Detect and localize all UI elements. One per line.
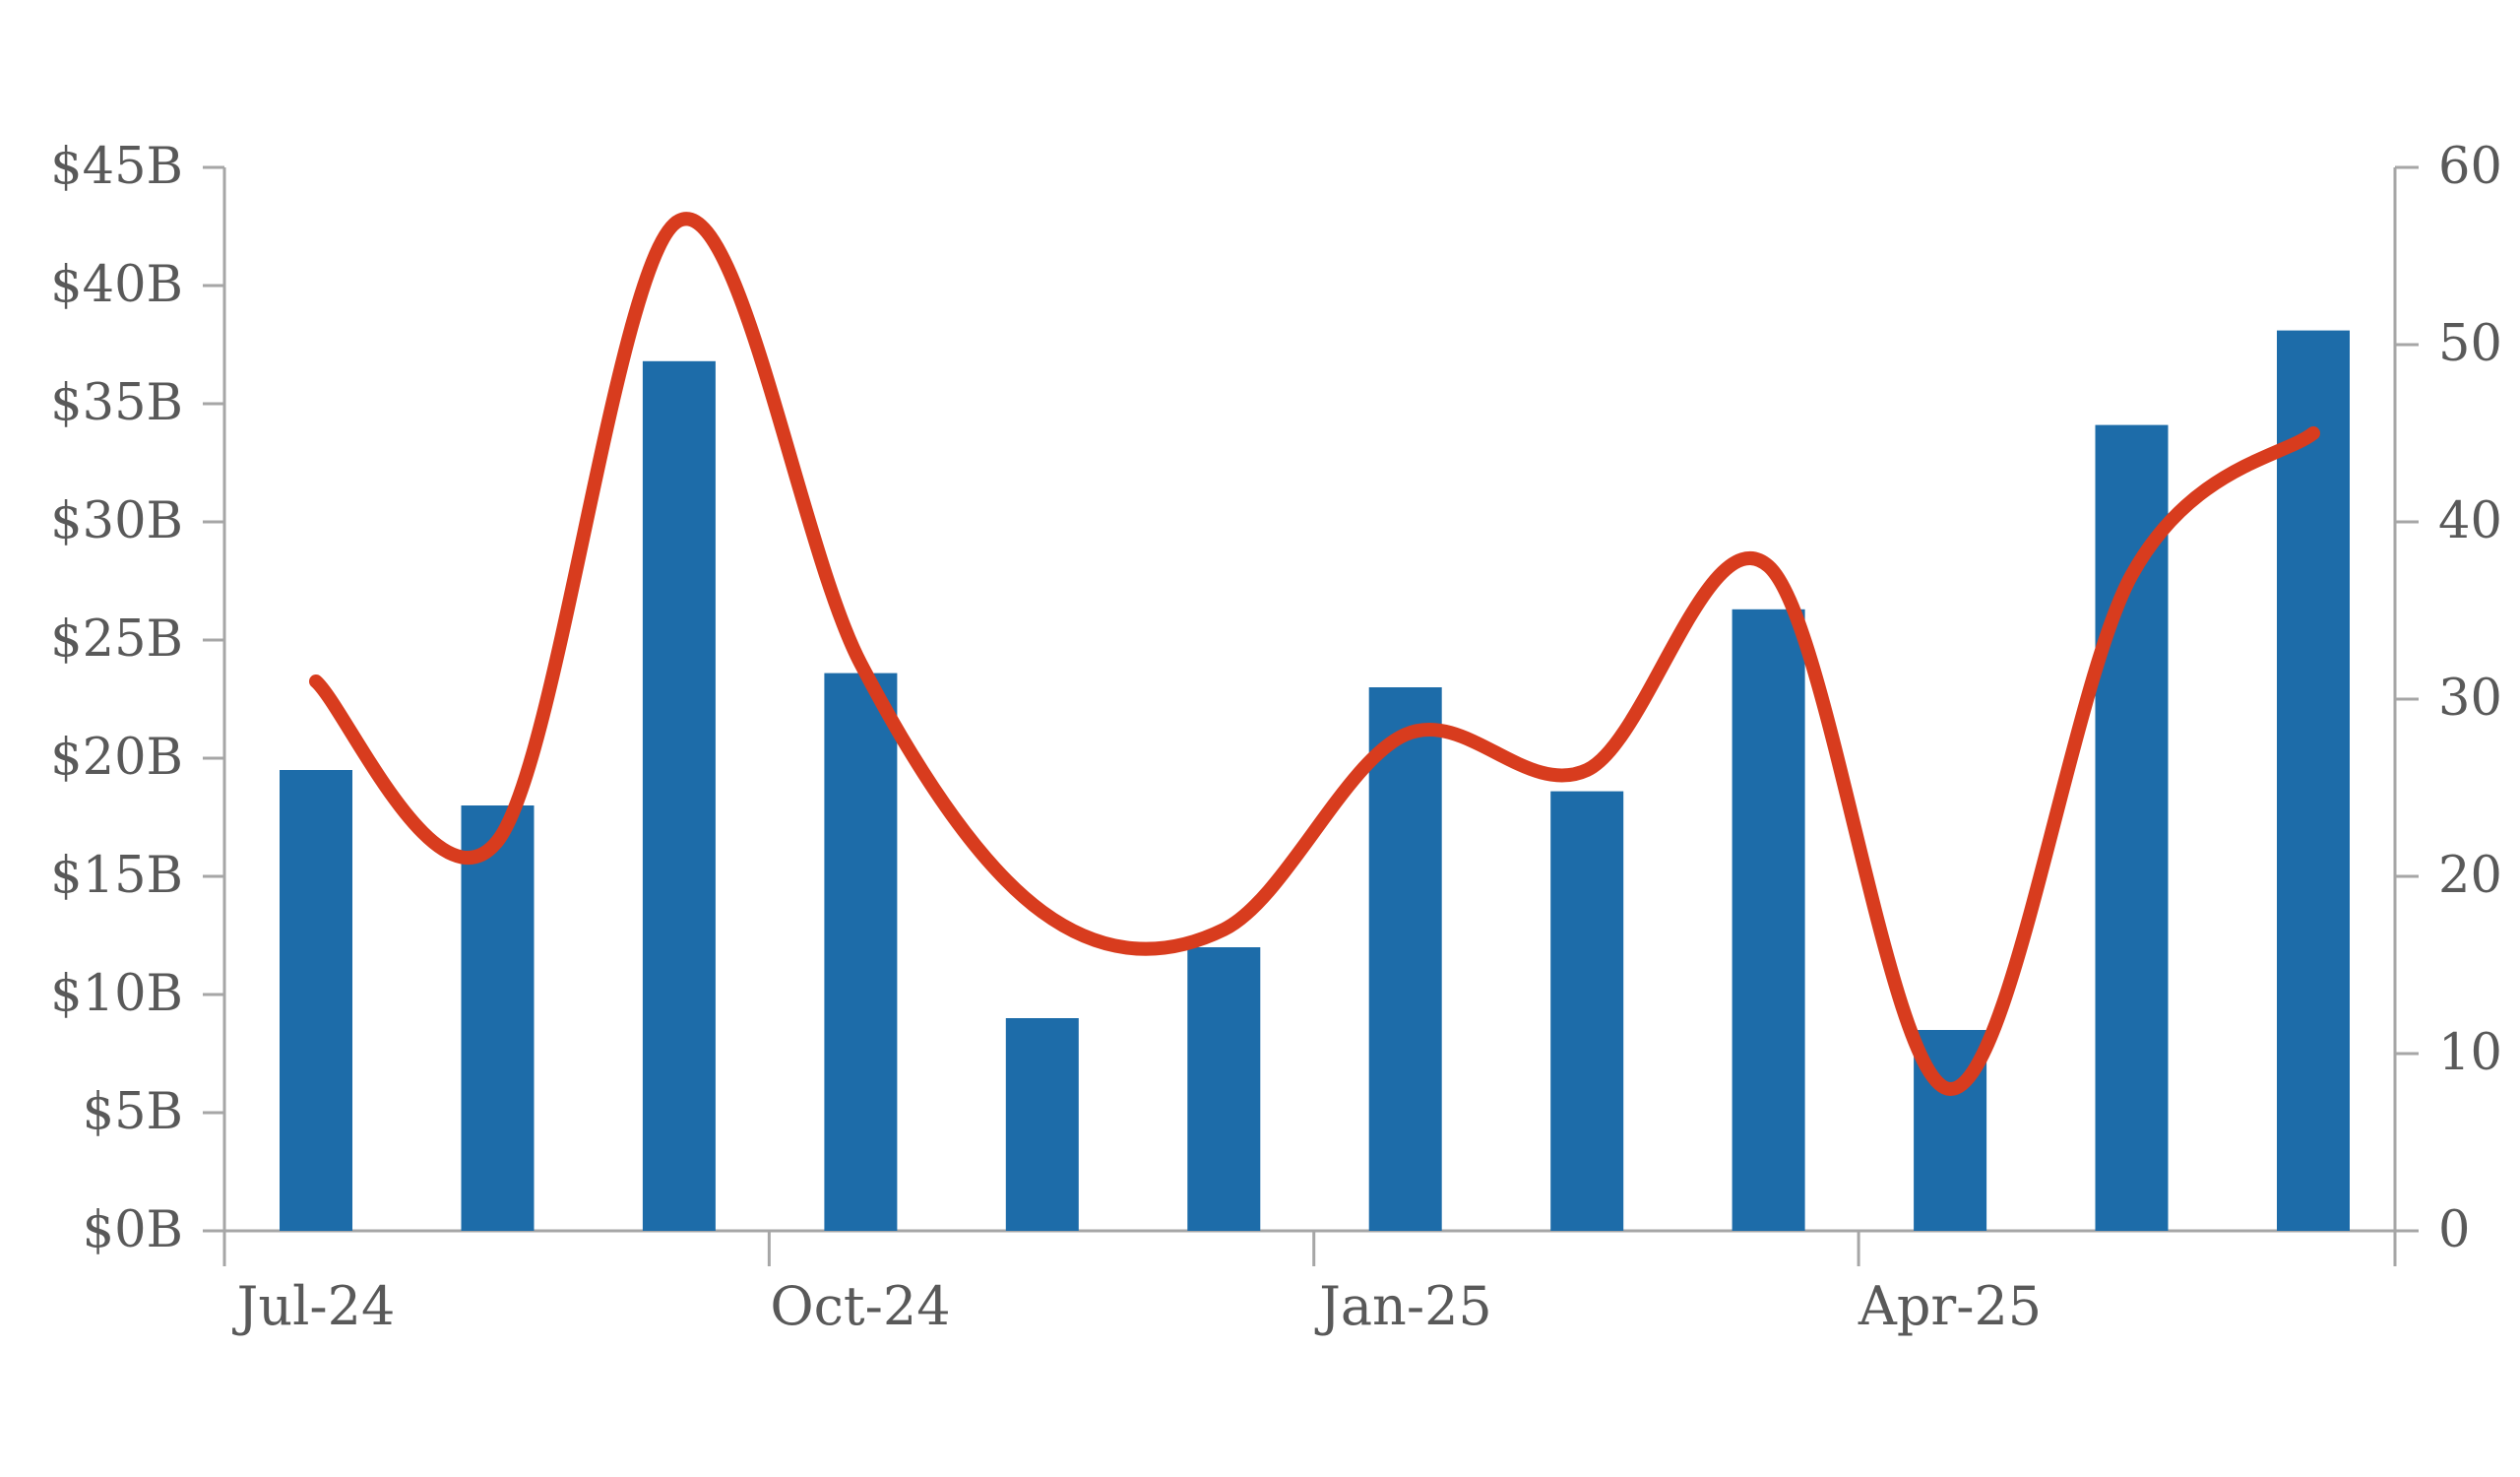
- right-axis-tick-label: 40: [2438, 492, 2502, 550]
- bar-jan-25: [1368, 687, 1442, 1231]
- right-axis-tick-label: 20: [2438, 847, 2502, 905]
- bar-nov-24: [1005, 1018, 1079, 1231]
- bar-feb-25: [1550, 791, 1624, 1231]
- x-axis-tick-label: Oct-24: [770, 1275, 951, 1337]
- left-axis-tick-label: $0B: [82, 1201, 183, 1259]
- left-axis-tick-label: $10B: [50, 965, 183, 1023]
- bar-may-25: [2095, 424, 2169, 1232]
- x-axis-tick-label: Jan-25: [1319, 1275, 1492, 1337]
- right-axis-tick-label: 60: [2438, 138, 2502, 196]
- bar-jul-24: [280, 770, 352, 1231]
- left-axis-tick-label: $40B: [50, 256, 183, 314]
- left-axis-tick-label: $20B: [50, 729, 183, 787]
- left-axis-tick-label: $15B: [50, 847, 183, 905]
- left-axis-tick-label: $45B: [50, 138, 183, 196]
- left-axis-tick-label: $30B: [50, 492, 183, 550]
- bar-mar-25: [1732, 609, 1805, 1231]
- left-axis-tick-label: $25B: [50, 610, 183, 669]
- bar-aug-24: [461, 805, 535, 1231]
- bar-jun-25: [2277, 330, 2350, 1232]
- left-axis-tick-label: $5B: [82, 1083, 183, 1141]
- bar-oct-24: [824, 673, 898, 1231]
- bar-sep-24: [642, 360, 716, 1231]
- right-axis-tick-label: 30: [2438, 670, 2502, 728]
- x-axis-tick-label: Jul-24: [236, 1275, 396, 1337]
- trend-line: [309, 212, 2320, 1097]
- right-axis-tick-label: 0: [2438, 1201, 2471, 1259]
- bar-dec-24: [1187, 947, 1261, 1231]
- x-axis-tick-label: Apr-25: [1858, 1275, 2043, 1337]
- left-axis-tick-label: $35B: [50, 374, 183, 432]
- right-axis-tick-label: 50: [2438, 315, 2502, 373]
- right-axis-tick-label: 10: [2438, 1024, 2502, 1082]
